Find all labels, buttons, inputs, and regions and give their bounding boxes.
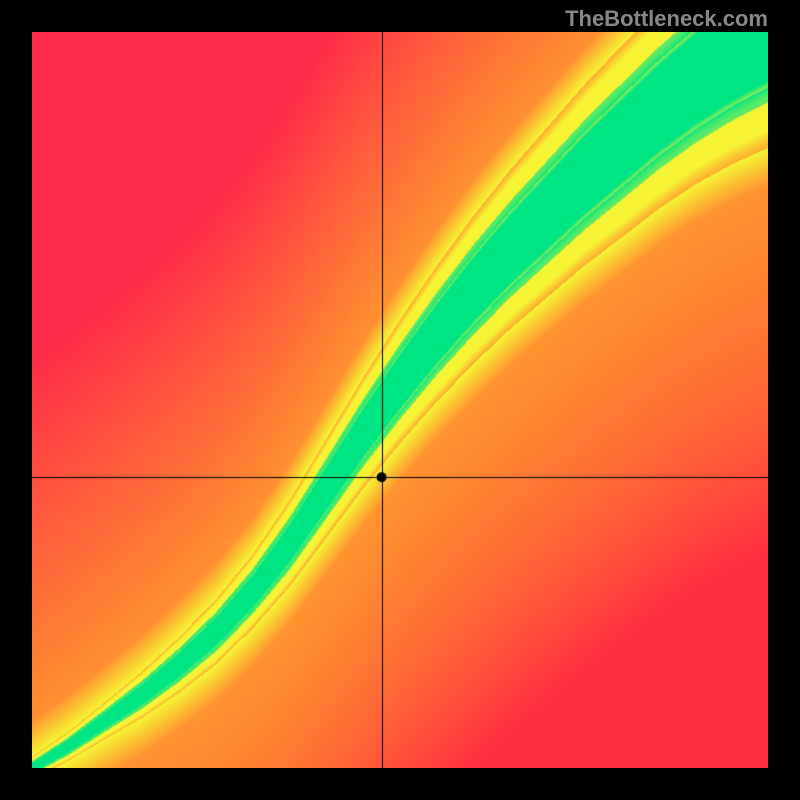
heatmap-canvas [32, 32, 768, 768]
watermark-text: TheBottleneck.com [565, 6, 768, 32]
chart-container: TheBottleneck.com [0, 0, 800, 800]
